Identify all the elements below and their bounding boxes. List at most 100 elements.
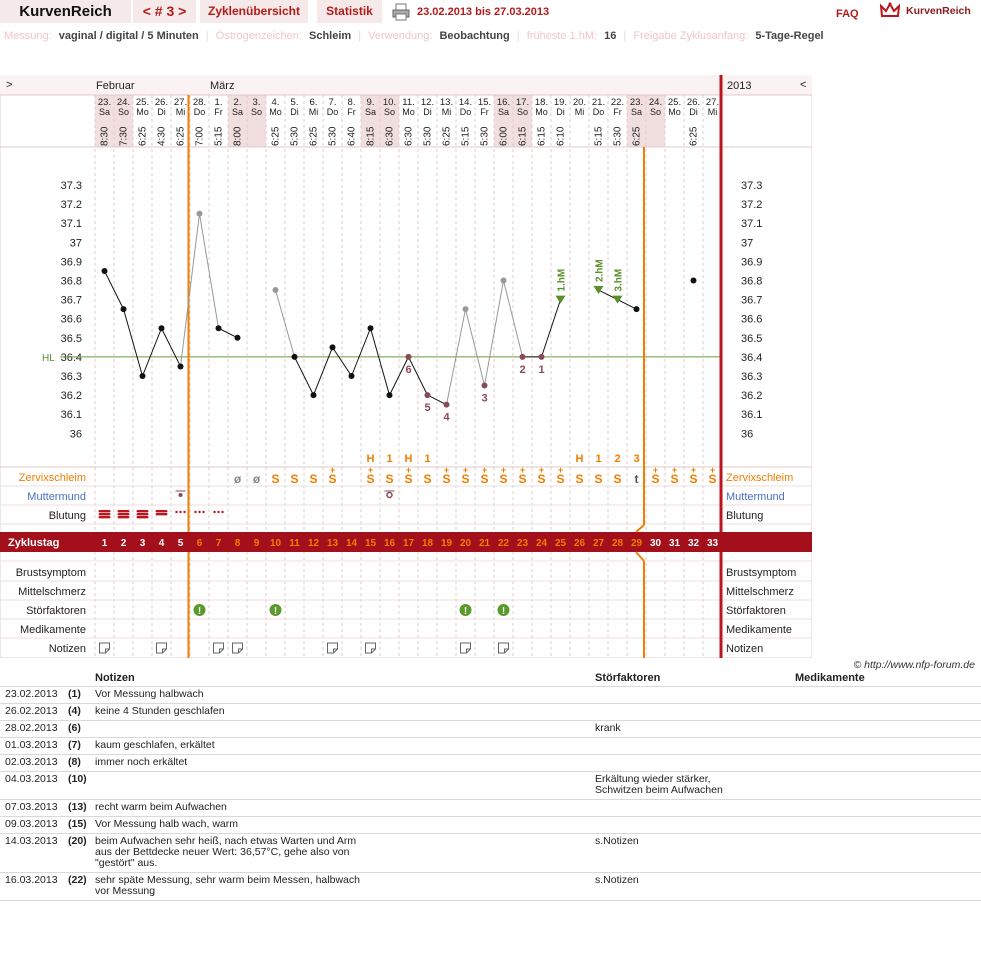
tab-zyklenuebersicht[interactable]: Zyklenübersicht <box>200 0 308 23</box>
bleeding-heavy-mark <box>98 513 111 516</box>
notes-row: 14.03.2013 (20) beim Aufwachen sehr heiß, … <box>0 834 981 873</box>
credit-link[interactable]: © http://www.nfp-forum.de <box>853 659 975 671</box>
day-date: 27. <box>706 97 719 108</box>
temp-line <box>313 347 333 396</box>
day-date: 16. <box>497 97 510 108</box>
note-icon <box>232 642 243 654</box>
disturbance-icon-mark: ! <box>464 606 467 617</box>
day-weekday: So <box>517 107 528 117</box>
cervix-marker <box>178 493 183 497</box>
day-date: 19. <box>554 97 567 108</box>
temp-point <box>348 373 355 379</box>
bleeding-heavy-mark <box>155 513 168 516</box>
day-time: 5:30 <box>613 126 624 146</box>
note-date: 16.03.2013 <box>5 874 58 886</box>
day-weekday: Do <box>460 107 472 117</box>
peak-counter: 1 <box>386 453 392 465</box>
day-time: 7:30 <box>119 126 130 146</box>
day-date: 23. <box>630 97 643 108</box>
notes-row: 28.02.2013 (6) krank <box>0 721 981 738</box>
note-text: Vor Messung halbwach <box>95 688 204 700</box>
day-date: 11. <box>402 97 415 108</box>
row-label-medi-right: Medikamente <box>726 624 792 636</box>
divider: | <box>358 30 362 42</box>
bleeding-spotting-mark <box>202 510 205 514</box>
mucus-symbol: ø <box>234 472 242 486</box>
temp-line <box>503 280 523 358</box>
temp-line <box>123 309 143 377</box>
disturbance-icon-mark: ! <box>502 606 505 617</box>
divider: | <box>205 30 209 42</box>
low-value-number: 1 <box>538 364 544 376</box>
peak-counter: 1 <box>595 453 601 465</box>
note-text: keine 4 Stunden geschlafen <box>95 705 225 717</box>
day-time: 6:10 <box>556 126 567 146</box>
mucus-symbol: S <box>594 472 602 486</box>
note-date: 02.03.2013 <box>5 756 58 768</box>
day-time: 6:25 <box>176 126 187 146</box>
weekend-header-bg <box>494 95 513 147</box>
note-icon-fold <box>371 648 376 653</box>
note-text: beim Aufwachen sehr heiß, nach etwas War… <box>95 835 357 869</box>
high-measurement-label: 3.hM <box>614 269 625 292</box>
note-disturbance: Erkältung wieder stärker, Schwitzen beim… <box>595 773 723 796</box>
temp-line <box>389 356 409 396</box>
day-weekday: Sa <box>365 107 376 117</box>
mucus-plus: + <box>691 465 696 475</box>
release-value: 5-Tage-Regel <box>755 30 824 42</box>
bleeding-spotting-mark <box>175 510 178 514</box>
row-label-brust-right: Brustsymptom <box>726 567 796 579</box>
divider: | <box>623 30 627 42</box>
day-weekday: Mo <box>668 107 681 117</box>
day-weekday: Sa <box>232 107 243 117</box>
year-label: 2013 <box>727 80 751 92</box>
day-date: 17. <box>516 97 529 108</box>
temp-point <box>538 353 545 360</box>
cycle-day-number: 13 <box>327 538 339 549</box>
day-time: 6:25 <box>271 126 282 146</box>
day-date: 7. <box>329 97 337 108</box>
weekend-header-bg <box>361 95 380 147</box>
y-tick-left: 36.5 <box>61 333 82 345</box>
y-tick-right: 37 <box>741 237 753 249</box>
mucus-symbol: S <box>708 472 716 486</box>
high-measurement-marker <box>612 295 623 304</box>
nav-left-arrow: > <box>6 79 12 91</box>
cycle-day-number: 19 <box>441 538 453 549</box>
y-tick-right: 37.3 <box>741 180 762 192</box>
cycle-day-number: 15 <box>365 538 377 549</box>
temp-line <box>370 328 390 396</box>
weekend-header-bg <box>228 95 247 147</box>
app-title[interactable]: KurvenReich <box>0 0 131 23</box>
day-date: 10. <box>383 97 396 108</box>
month-mar: März <box>210 80 234 92</box>
cycle-day-number: 1 <box>102 538 108 549</box>
day-weekday: Mi <box>442 107 452 117</box>
temp-point <box>101 267 108 274</box>
y-tick-right: 36.2 <box>741 390 762 402</box>
temp-line <box>104 270 124 310</box>
cycle-navigation[interactable]: < # 3 > <box>133 0 196 23</box>
temp-line <box>446 309 466 405</box>
faq-link[interactable]: FAQ <box>836 8 859 20</box>
mucus-symbol: S <box>442 472 450 486</box>
mucus-symbol: S <box>271 472 279 486</box>
estrogen-value: Schleim <box>309 30 352 42</box>
temp-point <box>139 373 146 379</box>
cycle-day-number: 8 <box>235 538 241 549</box>
day-date: 21. <box>592 97 605 108</box>
notes-row: 23.02.2013 (1) Vor Messung halbwach <box>0 687 981 704</box>
note-cycle-day: (8) <box>68 756 81 768</box>
temp-point <box>158 325 165 332</box>
print-icon[interactable] <box>392 3 410 21</box>
tab-statistik[interactable]: Statistik <box>317 0 382 23</box>
temp-line <box>142 328 162 377</box>
temp-point <box>215 325 222 332</box>
mucus-symbol: S <box>461 472 469 486</box>
peak-counter: 1 <box>424 453 430 465</box>
row-label-muttermund-right: Muttermund <box>726 491 785 503</box>
y-tick-right: 36.8 <box>741 276 762 288</box>
cycle-day-number: 9 <box>254 538 260 549</box>
peak-counter: H <box>367 453 375 465</box>
peak-counter: H <box>576 453 584 465</box>
